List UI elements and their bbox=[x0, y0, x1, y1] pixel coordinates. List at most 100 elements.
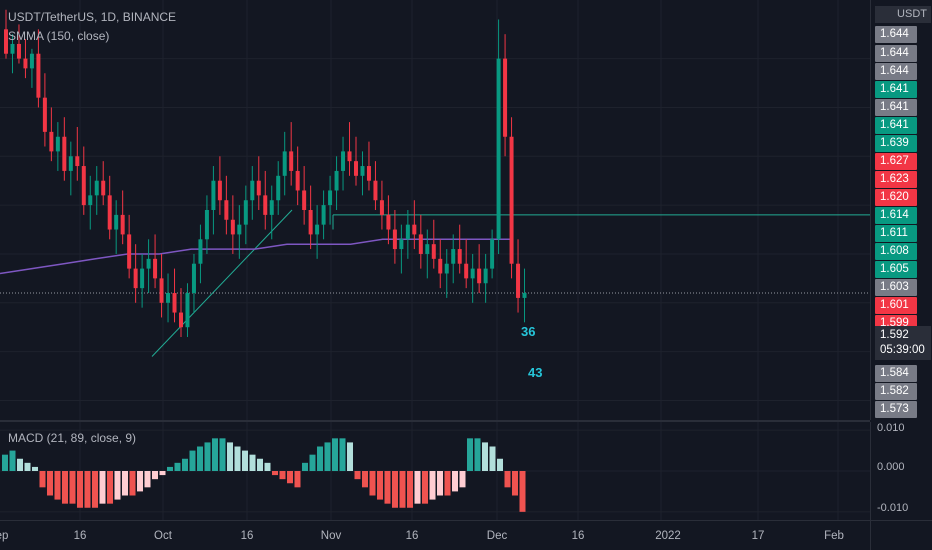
candle-body bbox=[379, 200, 384, 215]
macd-histogram-bar bbox=[24, 462, 31, 471]
macd-scale[interactable]: 0.010 0.000 -0.010 bbox=[870, 422, 932, 520]
macd-histogram-bar bbox=[99, 471, 106, 504]
macd-histogram-bar bbox=[272, 471, 278, 476]
candle-body bbox=[211, 180, 216, 210]
candle-body bbox=[483, 268, 488, 284]
candle-body bbox=[516, 263, 521, 298]
candle-body bbox=[159, 278, 164, 303]
macd-histogram-bar bbox=[197, 446, 203, 471]
candle-body bbox=[263, 195, 268, 215]
time-axis-corner[interactable] bbox=[870, 520, 932, 550]
candle-body bbox=[464, 263, 469, 279]
candle-body bbox=[412, 224, 417, 235]
macd-histogram-bar bbox=[362, 471, 368, 488]
macd-pane[interactable]: MACD (21, 89, close, 9) bbox=[0, 422, 870, 520]
macd-histogram-bar bbox=[377, 471, 383, 500]
price-scale-label: 1.605 bbox=[875, 261, 917, 278]
price-scale-label: 1.608 bbox=[875, 243, 917, 260]
price-scale-label: 1.641 bbox=[875, 99, 917, 116]
price-scale-label: 1.639 bbox=[875, 135, 917, 152]
macd-legend[interactable]: MACD (21, 89, close, 9) bbox=[8, 431, 137, 445]
ma-legend[interactable]: SMMA (150, close) bbox=[8, 29, 110, 43]
macd-histogram-bar bbox=[219, 438, 226, 471]
macd-histogram-bar bbox=[459, 471, 466, 488]
candle-body bbox=[29, 53, 34, 69]
time-axis-label: Nov bbox=[320, 530, 342, 542]
macd-histogram-bar bbox=[467, 438, 473, 471]
time-axis-label: 16 bbox=[571, 530, 585, 542]
candle-body bbox=[503, 58, 508, 137]
last-price-value: 1.592 bbox=[880, 329, 909, 341]
price-scale-label: 1.644 bbox=[875, 45, 917, 62]
scale-currency-label[interactable]: USDT bbox=[875, 6, 931, 23]
macd-histogram-bar bbox=[257, 458, 263, 471]
macd-histogram-bar bbox=[354, 471, 361, 480]
price-pane[interactable]: USDT/TetherUS, 1D, BINANCE SMMA (150, cl… bbox=[0, 0, 870, 420]
macd-histogram-bar bbox=[422, 471, 428, 504]
time-axis-label: ep bbox=[0, 530, 9, 542]
candle-body bbox=[172, 293, 177, 313]
candle-body bbox=[94, 180, 99, 196]
price-chart[interactable] bbox=[0, 0, 870, 420]
pane-separator[interactable] bbox=[0, 420, 870, 422]
macd-histogram-bar bbox=[227, 442, 233, 471]
macd-histogram-bar bbox=[444, 471, 451, 496]
candle-body bbox=[256, 180, 261, 196]
price-scale-label: 1.614 bbox=[875, 207, 917, 224]
macd-histogram-bar bbox=[2, 454, 8, 471]
macd-histogram-bar bbox=[32, 466, 38, 471]
macd-histogram-bar bbox=[77, 471, 83, 508]
symbol-legend[interactable]: USDT/TetherUS, 1D, BINANCE bbox=[8, 10, 177, 24]
price-scale-label: 1.644 bbox=[875, 63, 917, 80]
time-axis-label: Dec bbox=[486, 530, 508, 542]
macd-histogram-bar bbox=[429, 471, 436, 500]
candle-body bbox=[114, 214, 119, 230]
candle-body bbox=[418, 234, 423, 254]
candle-body bbox=[88, 195, 93, 206]
time-axis[interactable]: ep 16 Oct 16 Nov 16 Dec 16 2022 17 Feb bbox=[0, 520, 870, 550]
candle-body bbox=[490, 239, 495, 269]
macd-histogram-bar bbox=[437, 471, 443, 496]
candle-body bbox=[101, 180, 106, 196]
candle-body bbox=[399, 239, 404, 250]
candle-body bbox=[321, 205, 326, 225]
macd-histogram-bar bbox=[384, 471, 391, 504]
candle-body bbox=[4, 29, 8, 54]
candle-body bbox=[405, 224, 410, 240]
macd-histogram-bar bbox=[452, 471, 458, 492]
price-scale-label: 1.623 bbox=[875, 171, 917, 188]
countdown-timer: 05:39:00 bbox=[880, 344, 925, 356]
candle-body bbox=[451, 249, 456, 264]
macd-chart[interactable] bbox=[0, 422, 870, 520]
candle-body bbox=[289, 151, 294, 171]
price-scale-label: 1.582 bbox=[875, 383, 917, 400]
candle-body bbox=[81, 166, 86, 206]
candle-body bbox=[334, 170, 339, 191]
macd-histogram-bar bbox=[174, 462, 181, 471]
candle-body bbox=[425, 244, 430, 254]
macd-histogram-bar bbox=[92, 471, 98, 508]
macd-histogram-bar bbox=[414, 471, 421, 504]
candle-body bbox=[295, 170, 300, 191]
macd-histogram-bar bbox=[264, 462, 271, 471]
price-scale[interactable]: USDT 1.644 1.644 1.644 1.641 1.641 1.641 1.639… bbox=[870, 0, 932, 420]
candle-body bbox=[315, 224, 320, 235]
candle-body bbox=[496, 58, 501, 240]
candle-body bbox=[42, 97, 47, 132]
macd-histogram-bar bbox=[39, 471, 46, 488]
macd-histogram-bar bbox=[332, 438, 338, 471]
macd-histogram-bar bbox=[182, 458, 188, 471]
macd-histogram-bar bbox=[204, 442, 211, 471]
macd-histogram-bar bbox=[114, 471, 121, 500]
macd-histogram-bar bbox=[47, 471, 53, 496]
macd-histogram-bar bbox=[159, 471, 166, 476]
candle-body bbox=[198, 239, 203, 264]
time-axis-label: 16 bbox=[405, 530, 419, 542]
candle-body bbox=[10, 43, 15, 54]
candle-body bbox=[328, 190, 333, 206]
candle-body bbox=[68, 156, 73, 171]
price-scale-label: 1.644 bbox=[875, 26, 917, 43]
macd-histogram-bar bbox=[279, 471, 286, 480]
candle-body bbox=[179, 312, 183, 328]
candle-body bbox=[36, 53, 41, 98]
